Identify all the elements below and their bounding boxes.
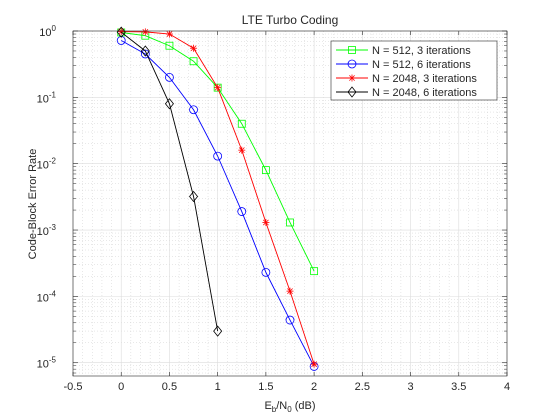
- x-axis-label-main: E: [264, 400, 271, 412]
- y-tick-exponent: -4: [49, 289, 57, 298]
- square-marker: [165, 41, 174, 50]
- y-tick-label: 10-4: [37, 289, 57, 304]
- circle-marker: [237, 207, 247, 216]
- square-marker: [237, 119, 246, 128]
- y-tick-label: 100: [39, 24, 56, 39]
- asterisk-marker: [214, 84, 222, 92]
- x-tick-label: 1: [215, 381, 221, 393]
- legend-entry: N = 2048, 6 iterations: [336, 86, 477, 99]
- x-tick-label: 0: [118, 381, 124, 393]
- x-axis-label-sub: b: [272, 405, 277, 414]
- x-tick-label: 0.5: [162, 381, 177, 393]
- x-tick-label: 2.5: [355, 381, 370, 393]
- chart-title: LTE Turbo Coding: [242, 13, 339, 27]
- y-tick-base: 10: [39, 27, 51, 39]
- y-tick-label: 10-1: [37, 90, 57, 105]
- series-4: [116, 26, 223, 337]
- y-tick-base: 10: [37, 359, 49, 371]
- y-tick-label: 10-3: [37, 223, 57, 238]
- diamond-marker: [140, 45, 150, 57]
- series-3: [117, 28, 318, 368]
- x-axis-label-rest: /N: [276, 400, 287, 412]
- series-line: [121, 40, 315, 367]
- legend-label: N = 2048, 6 iterations: [372, 87, 477, 99]
- y-tick-label: 10-2: [37, 157, 57, 172]
- circle-marker: [165, 72, 174, 82]
- asterisk-marker: [165, 30, 173, 38]
- plot-border: [72, 30, 508, 377]
- legend-box: [330, 40, 498, 101]
- x-tick-label: 1.5: [258, 381, 273, 393]
- diamond-marker: [213, 325, 223, 337]
- y-tick-exponent: -5: [49, 356, 57, 365]
- asterisk-stroke: [287, 288, 293, 295]
- asterisk-stroke: [190, 45, 197, 52]
- asterisk-stroke: [214, 84, 221, 91]
- series-layer: [116, 26, 319, 371]
- asterisk-marker: [141, 28, 149, 36]
- x-axis-label-tail: (dB): [292, 400, 316, 412]
- x-tick-label: 4: [504, 381, 510, 393]
- asterisk-marker: [190, 44, 198, 52]
- diamond-marker: [116, 26, 126, 38]
- asterisk-stroke: [262, 219, 269, 226]
- square-marker: [261, 166, 270, 175]
- y-tick-label: 10-5: [37, 356, 57, 371]
- x-axis-label: Eb/N0 (dB): [264, 400, 315, 414]
- diamond-marker: [189, 190, 199, 203]
- legend-entry: N = 512, 6 iterations: [336, 59, 471, 71]
- series-line: [120, 31, 219, 332]
- asterisk-stroke: [311, 361, 318, 368]
- legend-label: N = 2048, 3 iterations: [372, 73, 477, 85]
- asterisk-marker: [310, 360, 318, 368]
- x-tick-label: 3.5: [451, 381, 466, 393]
- circle-marker: [189, 105, 198, 115]
- asterisk-marker: [348, 74, 356, 82]
- square-marker: [286, 218, 294, 227]
- diamond-marker: [164, 98, 174, 110]
- square-marker: [348, 46, 356, 54]
- x-axis-label-sub2: 0: [287, 405, 292, 414]
- diamond-marker: [347, 86, 357, 98]
- square-marker: [189, 57, 198, 66]
- legend-entry: N = 512, 3 iterations: [336, 45, 471, 57]
- y-tick-exponent: -2: [49, 157, 57, 166]
- circle-marker: [261, 267, 271, 277]
- y-tick-exponent: -1: [49, 90, 57, 99]
- asterisk-marker: [238, 146, 246, 154]
- x-tick-label: 3: [407, 381, 413, 393]
- y-tick-exponent: -3: [49, 223, 57, 232]
- circle-marker: [213, 151, 223, 161]
- y-tick-base: 10: [37, 160, 49, 172]
- legend-entry: N = 2048, 3 iterations: [336, 73, 477, 85]
- circle-marker: [347, 59, 357, 69]
- asterisk-stroke: [238, 147, 245, 154]
- y-tick-exponent: 0: [52, 24, 57, 33]
- asterisk-marker: [262, 218, 270, 226]
- y-tick-base: 10: [37, 292, 49, 304]
- y-tick-base: 10: [37, 93, 49, 105]
- legend-label: N = 512, 6 iterations: [372, 59, 471, 71]
- asterisk-stroke: [349, 75, 355, 81]
- y-tick-base: 10: [37, 226, 49, 238]
- circle-marker: [116, 36, 126, 45]
- x-tick-label: 2: [311, 381, 317, 393]
- legend: N = 512, 3 iterations N = 512, 6 iteratio…: [330, 40, 498, 101]
- circle-marker: [285, 315, 295, 325]
- asterisk-stroke: [142, 28, 149, 35]
- asterisk-stroke: [166, 31, 173, 37]
- legend-label: N = 512, 3 iterations: [372, 45, 471, 57]
- circle-marker: [140, 49, 150, 59]
- asterisk-marker: [286, 287, 294, 295]
- square-marker: [310, 267, 319, 276]
- y-axis-label: Code-Block Error Rate: [27, 149, 39, 260]
- series-2: [116, 36, 319, 371]
- x-tick-label: -0.5: [64, 381, 83, 393]
- tick-labels: -0.5 0 0.5 1 1.5 2 2.5 3 3.5 410010-110-210-310-4…: [37, 24, 510, 393]
